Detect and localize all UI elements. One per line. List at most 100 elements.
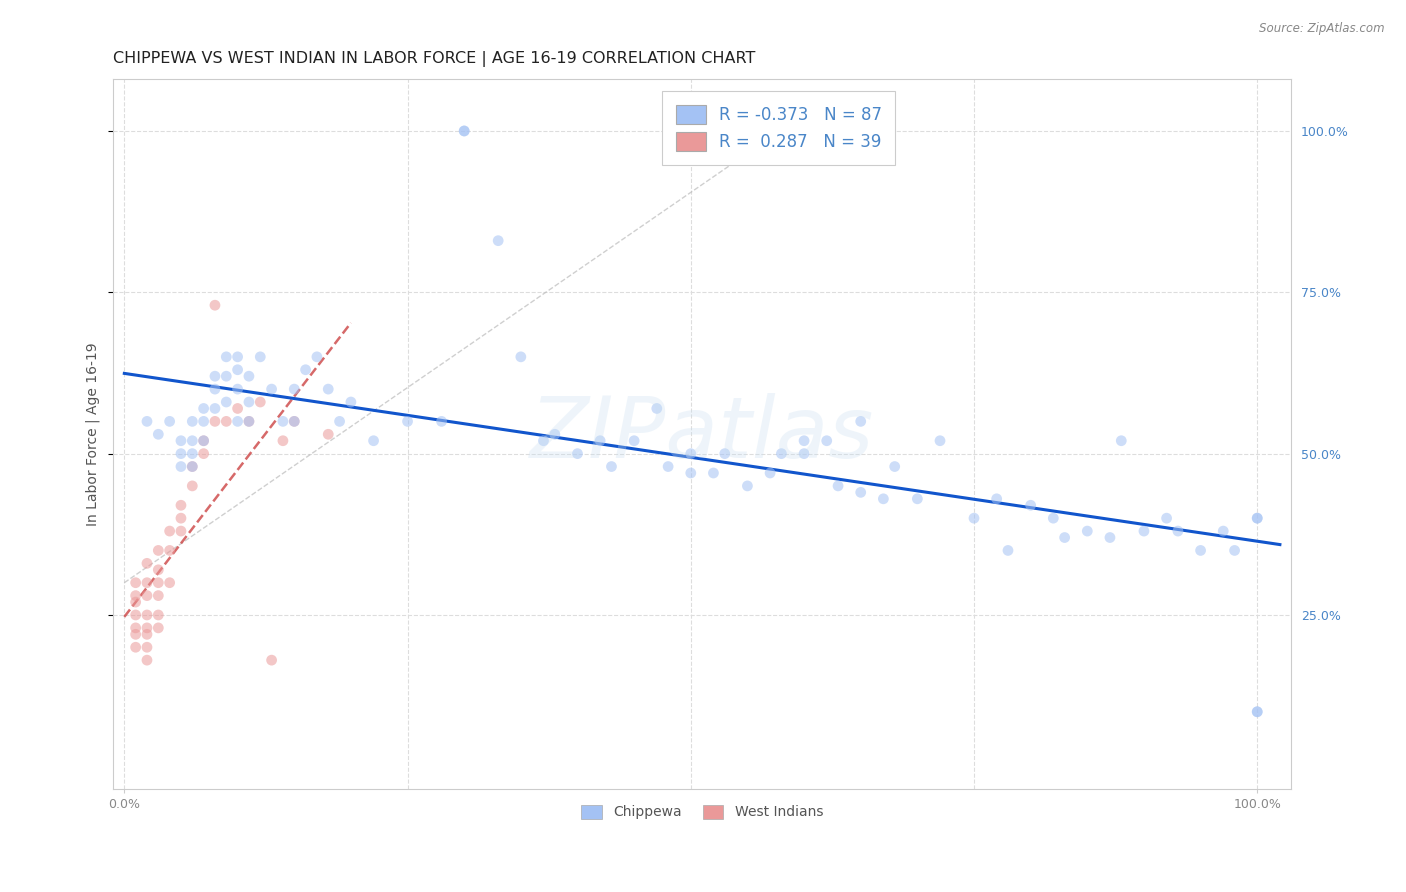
Point <box>453 124 475 138</box>
Point <box>533 434 555 448</box>
Point <box>737 479 759 493</box>
Text: ZIPatlas: ZIPatlas <box>530 392 875 475</box>
Point <box>1246 511 1268 525</box>
Point <box>1042 511 1064 525</box>
Point <box>1246 705 1268 719</box>
Point <box>181 414 204 428</box>
Point <box>815 434 838 448</box>
Point <box>963 511 986 525</box>
Point <box>396 414 419 428</box>
Point <box>226 350 249 364</box>
Point <box>657 459 679 474</box>
Point <box>148 563 170 577</box>
Point <box>238 395 260 409</box>
Point <box>193 434 215 448</box>
Point <box>929 434 952 448</box>
Point <box>793 434 815 448</box>
Point <box>204 414 226 428</box>
Point <box>170 434 193 448</box>
Point <box>271 414 294 428</box>
Point <box>148 607 170 622</box>
Point <box>124 621 146 635</box>
Legend: Chippewa, West Indians: Chippewa, West Indians <box>575 799 828 825</box>
Point <box>827 479 849 493</box>
Point <box>1098 531 1121 545</box>
Point <box>148 589 170 603</box>
Point <box>226 363 249 377</box>
Point <box>238 414 260 428</box>
Point <box>849 414 872 428</box>
Point <box>124 589 146 603</box>
Point <box>136 607 159 622</box>
Text: CHIPPEWA VS WEST INDIAN IN LABOR FORCE | AGE 16-19 CORRELATION CHART: CHIPPEWA VS WEST INDIAN IN LABOR FORCE |… <box>112 51 755 67</box>
Point <box>226 401 249 416</box>
Point <box>986 491 1008 506</box>
Point <box>283 382 305 396</box>
Point <box>1076 524 1098 538</box>
Point <box>544 427 567 442</box>
Point <box>136 589 159 603</box>
Point <box>329 414 352 428</box>
Point <box>159 575 181 590</box>
Point <box>316 427 339 442</box>
Point <box>136 627 159 641</box>
Point <box>260 382 283 396</box>
Point <box>136 557 159 571</box>
Point <box>453 124 475 138</box>
Point <box>215 414 238 428</box>
Point <box>1246 705 1268 719</box>
Point <box>702 466 724 480</box>
Point <box>905 491 928 506</box>
Point <box>204 401 226 416</box>
Point <box>271 434 294 448</box>
Point <box>159 414 181 428</box>
Point <box>170 524 193 538</box>
Point <box>283 414 305 428</box>
Point <box>204 382 226 396</box>
Point <box>1189 543 1212 558</box>
Point <box>623 434 645 448</box>
Point <box>170 498 193 512</box>
Point <box>215 395 238 409</box>
Point <box>148 621 170 635</box>
Point <box>679 447 702 461</box>
Point <box>181 447 204 461</box>
Point <box>679 466 702 480</box>
Point <box>136 653 159 667</box>
Point <box>883 459 905 474</box>
Point <box>181 434 204 448</box>
Point <box>770 447 793 461</box>
Point <box>1212 524 1234 538</box>
Point <box>793 447 815 461</box>
Point <box>124 607 146 622</box>
Point <box>238 369 260 384</box>
Point <box>159 543 181 558</box>
Point <box>124 640 146 655</box>
Point <box>181 459 204 474</box>
Point <box>170 459 193 474</box>
Point <box>148 575 170 590</box>
Point <box>181 479 204 493</box>
Point <box>849 485 872 500</box>
Point <box>260 653 283 667</box>
Point <box>1167 524 1189 538</box>
Point <box>509 350 531 364</box>
Text: Source: ZipAtlas.com: Source: ZipAtlas.com <box>1260 22 1385 36</box>
Point <box>170 447 193 461</box>
Point <box>238 414 260 428</box>
Point <box>193 414 215 428</box>
Point <box>136 640 159 655</box>
Point <box>1133 524 1156 538</box>
Point <box>294 363 316 377</box>
Point <box>148 543 170 558</box>
Point <box>204 369 226 384</box>
Point <box>1111 434 1133 448</box>
Point <box>226 382 249 396</box>
Point <box>215 369 238 384</box>
Point <box>193 434 215 448</box>
Point <box>283 414 305 428</box>
Point <box>363 434 385 448</box>
Point <box>759 466 782 480</box>
Point <box>181 459 204 474</box>
Point <box>567 447 589 461</box>
